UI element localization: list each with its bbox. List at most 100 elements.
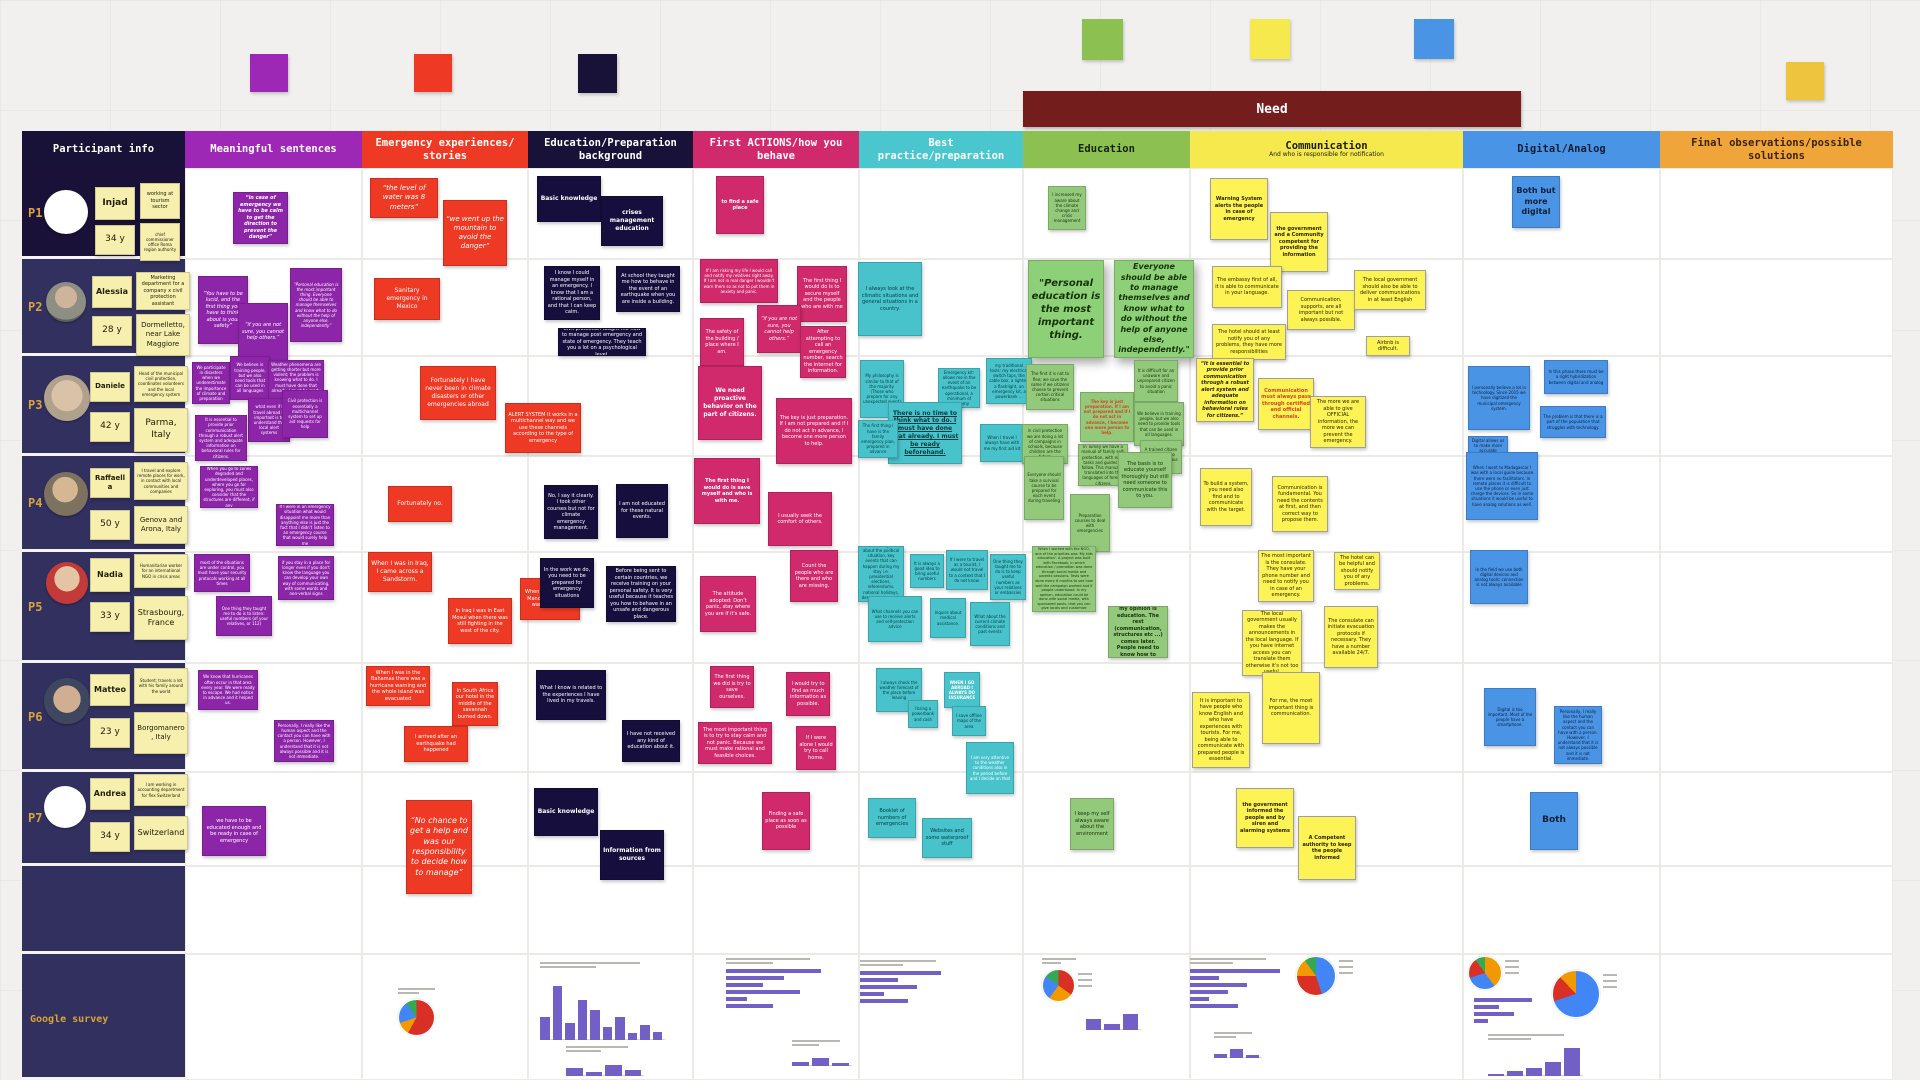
sticky-note[interactable]: “No chance to get a help and was our res… <box>406 800 472 894</box>
sticky-note[interactable]: The first thing I have is the family eme… <box>858 420 898 458</box>
color-square[interactable] <box>1786 62 1824 100</box>
sticky-note[interactable]: What I know is related to the experience… <box>536 670 606 720</box>
sticky-note[interactable]: 34 y <box>90 822 130 852</box>
sticky-note[interactable]: Parma, Italy <box>134 408 188 452</box>
sticky-note[interactable]: We know that hurricanes often occur in t… <box>198 670 258 710</box>
sticky-note[interactable]: When I travel I always have with me my f… <box>980 424 1024 462</box>
sticky-note[interactable]: We need proactive behavior on the part o… <box>698 366 762 440</box>
color-square[interactable] <box>250 54 288 92</box>
sticky-note[interactable]: Communication, supports, are all importa… <box>1287 290 1355 330</box>
sticky-note[interactable]: I arrived after an earthquake had happen… <box>404 726 468 762</box>
sticky-note[interactable]: Civil protection is essentially a multic… <box>282 390 328 438</box>
sticky-note[interactable]: 42 y <box>90 412 130 442</box>
sticky-note[interactable]: “It is essential to provide prior commun… <box>1196 358 1254 422</box>
sticky-note[interactable]: The attitude adopted: Don't panic, stay … <box>700 576 756 632</box>
sticky-note[interactable]: Preparation courses to deal with emergen… <box>1070 494 1110 552</box>
sticky-note[interactable]: “if you are not sure, you cannot help ot… <box>757 305 801 353</box>
sticky-note[interactable]: “we went up the mountain to avoid the da… <box>443 200 507 266</box>
sticky-note[interactable]: I know I could manage myself in an emerg… <box>544 266 600 320</box>
sticky-note[interactable]: There is no time to think what to do. I … <box>888 402 962 464</box>
sticky-note[interactable]: Everyone should take a survival course t… <box>1024 456 1064 520</box>
sticky-note[interactable]: I would inquire about the political situ… <box>858 546 904 602</box>
column-header-best-practice-preparation[interactable]: Best practice/preparation <box>859 131 1023 168</box>
sticky-note[interactable]: I would try to find as much information … <box>786 672 830 716</box>
survey-chart-vbars[interactable] <box>1214 1032 1262 1058</box>
survey-chart-pie[interactable] <box>398 988 444 1036</box>
sticky-note[interactable]: In this phase there must be a right hybr… <box>1544 360 1608 394</box>
sticky-note[interactable]: working at tourism sector <box>140 183 180 219</box>
sticky-note[interactable]: Sanitary emergency in Mexico <box>374 278 440 320</box>
column-header-participant-info[interactable]: Participant info <box>22 131 185 168</box>
sticky-note[interactable]: the government and a Community competent… <box>1270 212 1328 272</box>
sticky-note[interactable]: I bring a powerbank and cash <box>908 700 938 728</box>
column-header-education[interactable]: Education <box>1023 131 1190 168</box>
sticky-note[interactable]: We believe in training people, but we al… <box>1134 402 1184 446</box>
sticky-note[interactable]: To build a system, you need also find an… <box>1200 468 1252 526</box>
sticky-note[interactable]: Raffaella <box>90 468 130 498</box>
sticky-note[interactable]: “if you are not sure, you cannot help ot… <box>238 303 288 361</box>
sticky-note[interactable]: The most important is the consulate. The… <box>1258 550 1314 602</box>
sticky-note[interactable]: Warning System alerts the people in case… <box>1210 178 1268 240</box>
sticky-note[interactable]: I personally believe a lot in technology… <box>1468 366 1530 430</box>
participant-avatar[interactable] <box>44 472 88 516</box>
sticky-note[interactable]: the government informed the people and b… <box>1236 788 1294 848</box>
sticky-note[interactable]: If I were in an emergency situation what… <box>276 504 334 546</box>
sticky-note[interactable]: No, I say it clearly. I took other cours… <box>544 485 598 539</box>
sticky-note[interactable]: Dormelletto, near Lake Maggiore <box>136 314 190 356</box>
sticky-note[interactable]: The key is just preparation. If I am not… <box>776 398 852 464</box>
sticky-note[interactable]: if you stay in a place for longer even i… <box>278 556 334 600</box>
sticky-note[interactable]: One thing they taught me to do is to lis… <box>216 596 272 636</box>
sticky-note[interactable]: The first thing I would do is to secure … <box>797 266 847 322</box>
sticky-note[interactable]: Finding a safe place as soon as possible <box>762 792 810 850</box>
survey-chart-vbars[interactable] <box>1488 1034 1583 1076</box>
sticky-note[interactable]: 34 y <box>95 225 135 255</box>
survey-chart-vbars[interactable] <box>1086 1006 1141 1030</box>
sticky-note[interactable]: Personally, I really like the human aspe… <box>1554 706 1602 764</box>
sticky-note[interactable]: 50 y <box>90 510 130 540</box>
survey-chart-vbars[interactable] <box>792 1040 852 1066</box>
sticky-note[interactable]: It is always a good idea to bring useful… <box>910 554 944 588</box>
sticky-note[interactable]: Alessia <box>92 276 132 308</box>
color-square[interactable] <box>578 54 617 93</box>
need-banner[interactable]: Need <box>1023 91 1521 127</box>
sticky-note[interactable]: Airbnb is difficult. <box>1366 336 1410 356</box>
sticky-note[interactable]: If I were to travel as a tourist, I woul… <box>946 550 988 590</box>
sticky-note[interactable]: I keep my self always aware about the en… <box>1070 798 1114 850</box>
sticky-note[interactable]: The first thing we did is try to save ou… <box>710 666 754 708</box>
survey-chart-pie[interactable] <box>1552 970 1617 1018</box>
sticky-note[interactable]: I am very attentive to the weather condi… <box>966 742 1014 794</box>
sticky-note[interactable]: The basis is to educate yourself thoroug… <box>1118 452 1172 508</box>
column-header-final-observations-possible-solutions[interactable]: Final observations/possible solutions <box>1660 131 1893 168</box>
sticky-note[interactable]: I always look at the climatic situations… <box>858 262 922 336</box>
column-header-communication[interactable]: Communication And who is responsible for … <box>1190 131 1463 168</box>
sticky-note[interactable]: “You have to be lucid, and the first thi… <box>198 276 248 344</box>
sticky-note[interactable]: The first it is not to flee; we save the… <box>1026 364 1074 410</box>
column-header-meaningful-sentences[interactable]: Meaningful sentences <box>185 131 362 168</box>
sticky-note[interactable]: 33 y <box>90 602 130 632</box>
sticky-note[interactable]: ALERT SYSTEM It works in a multichannel … <box>505 403 581 453</box>
sticky-note[interactable]: Count the people who are there and who a… <box>790 550 838 602</box>
sticky-note[interactable]: Andrea <box>90 778 130 810</box>
sticky-note[interactable]: When I was in the Bahamas there was a hu… <box>366 666 430 706</box>
sticky-note[interactable]: The local government should also be able… <box>1354 270 1426 310</box>
sticky-note[interactable]: I increased my aware about the climate c… <box>1048 186 1086 230</box>
sticky-note[interactable]: Inquire about medical assistance. <box>930 598 966 638</box>
sticky-note[interactable]: I usually seek the comfort of others. <box>768 492 832 546</box>
participant-avatar[interactable] <box>44 190 88 234</box>
sticky-note[interactable]: Genova and Arona, Italy <box>134 506 188 544</box>
sticky-note[interactable]: "Personal education is the most importan… <box>1028 260 1104 358</box>
sticky-note[interactable]: Humanitarian worker for an international… <box>134 554 188 588</box>
sticky-note[interactable]: At school they taught me how to behave i… <box>616 266 680 312</box>
sticky-note[interactable]: When I was in Iraq, I came across a Sand… <box>368 552 432 592</box>
sticky-note[interactable]: In the work we do, you need to be prepar… <box>540 558 594 608</box>
sticky-note[interactable]: 28 y <box>92 316 132 346</box>
participant-avatar[interactable] <box>46 562 88 604</box>
sticky-note[interactable]: Fortunately I have never been in climate… <box>420 366 496 420</box>
sticky-note[interactable]: Information from sources <box>600 830 664 880</box>
sticky-note[interactable]: to find a safe place <box>716 176 764 234</box>
sticky-note[interactable]: 23 y <box>90 718 130 748</box>
sticky-note[interactable]: my traditional tools: my electrical swit… <box>986 358 1032 404</box>
survey-chart-vbars[interactable] <box>566 1046 644 1076</box>
sticky-note[interactable]: Student; travels a lot with his family a… <box>134 668 188 704</box>
color-square[interactable] <box>1082 19 1123 60</box>
